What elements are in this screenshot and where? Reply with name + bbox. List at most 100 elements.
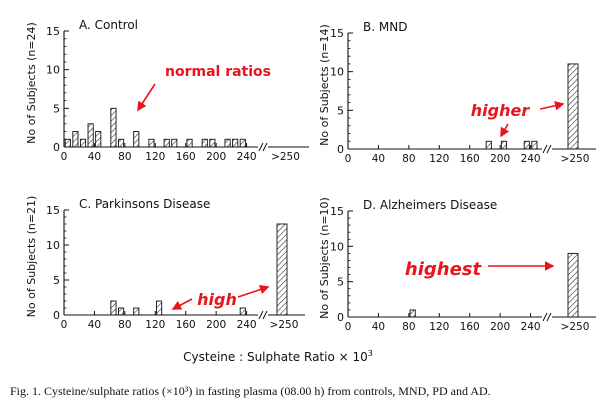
panel-title: B. MND	[363, 20, 407, 34]
overflow-bar	[276, 223, 288, 316]
y-tick-label: 10	[330, 240, 344, 253]
overflow-bar	[567, 252, 579, 318]
histogram-bar	[224, 138, 231, 148]
histogram-bar	[232, 138, 239, 148]
x-tick-label: 0	[61, 319, 68, 331]
y-tick-label: 5	[337, 104, 344, 117]
axis-break-mark	[258, 310, 264, 320]
histogram-bar	[500, 140, 508, 150]
histogram-bar	[79, 138, 87, 148]
x-tick-label: 200	[490, 153, 510, 165]
y-axis-label: No of Subjects (n=10)	[318, 197, 331, 319]
overflow-tick-label: >250	[270, 319, 299, 331]
x-tick-label: 200	[490, 321, 510, 333]
y-tick-label: 5	[53, 102, 60, 115]
annotation-label: high	[197, 290, 237, 309]
histogram-bar	[163, 138, 170, 148]
overflow-tick-label: >250	[561, 153, 590, 165]
y-axis-label: No of Subjects (n=21)	[25, 196, 38, 318]
annotation-label: highest	[405, 259, 483, 280]
axis-break-mark	[546, 144, 552, 154]
annotation-arrow	[539, 101, 565, 111]
y-tick-label: 10	[330, 66, 344, 79]
x-tick-label: 0	[345, 153, 352, 165]
x-tick-label: 80	[118, 151, 131, 163]
histogram-bar	[133, 131, 140, 148]
annotation-arrow	[500, 123, 510, 138]
y-tick-label: 15	[46, 204, 60, 217]
histogram-bar	[171, 138, 178, 148]
axis-break-mark	[542, 144, 548, 154]
histogram-bar	[110, 300, 117, 316]
histogram-bar	[87, 123, 94, 148]
x-tick-label: 240	[237, 151, 257, 163]
panel-0: 0 5 10 15 0 40 80 120 160 200 240 >250 A. Control No …	[25, 18, 309, 163]
x-tick-label: 0	[345, 321, 352, 333]
y-tick-label: 10	[46, 239, 60, 252]
axis-break-mark	[546, 312, 552, 322]
overflow-bar	[567, 63, 579, 150]
histogram-bar	[409, 309, 416, 318]
panel-2: 0 5 10 15 0 40 80 120 160 200 240 >250 C. Parkinsons…	[25, 196, 305, 331]
overflow-tick-label: >250	[271, 151, 300, 163]
x-tick-label: 120	[429, 321, 449, 333]
y-tick-label: 5	[53, 274, 60, 287]
x-tick-label: 240	[237, 319, 257, 331]
x-tick-label: 160	[176, 151, 196, 163]
histogram-bar	[95, 131, 102, 148]
histogram-bar	[201, 138, 208, 148]
y-tick-label: 10	[46, 64, 60, 77]
annotation-arrow	[237, 284, 270, 298]
shared-x-axis-label-exponent: 3	[368, 349, 373, 358]
x-tick-label: 160	[460, 153, 480, 165]
y-tick-label: 5	[337, 276, 344, 289]
x-tick-label: 40	[372, 153, 385, 165]
histogram-bar	[148, 138, 155, 148]
x-tick-label: 80	[118, 319, 131, 331]
x-tick-label: 200	[206, 151, 226, 163]
axis-break-mark	[262, 142, 268, 152]
histogram-bar	[485, 140, 492, 150]
x-tick-label: 120	[145, 319, 165, 331]
y-tick-label: 0	[337, 143, 344, 156]
overflow-tick-label: >250	[561, 321, 590, 333]
axis-break-mark	[258, 142, 264, 152]
panel-title: D. Alzheimers Disease	[363, 198, 497, 212]
histogram-bar	[531, 140, 538, 150]
annotation-arrow	[137, 83, 156, 112]
histogram-bar	[64, 138, 71, 148]
axis-break-mark	[542, 312, 548, 322]
histogram-bar	[110, 107, 117, 148]
panel-3: 0 5 10 15 0 40 80 120 160 200 240 >250 D. Alzheimers…	[318, 197, 596, 333]
x-tick-label: 120	[145, 151, 165, 163]
x-tick-label: 80	[402, 321, 415, 333]
y-axis-label: No of Subjects (n=14)	[318, 24, 331, 146]
annotation-arrow	[171, 298, 193, 310]
y-axis-label: No of Subjects (n=24)	[25, 22, 38, 144]
x-tick-label: 160	[460, 321, 480, 333]
y-tick-label: 0	[53, 141, 60, 154]
x-tick-label: 200	[206, 319, 226, 331]
y-tick-label: 15	[330, 205, 344, 218]
histogram-bar	[156, 300, 163, 316]
histogram-bar	[118, 138, 125, 148]
shared-x-axis-label: Cysteine : Sulphate Ratio × 103	[183, 349, 373, 364]
annotation-label: normal ratios	[165, 64, 271, 80]
x-tick-label: 80	[402, 153, 415, 165]
x-tick-label: 240	[521, 153, 541, 165]
histogram-bar	[133, 307, 140, 316]
y-tick-label: 0	[337, 311, 344, 324]
x-tick-label: 240	[521, 321, 541, 333]
x-tick-label: 160	[176, 319, 196, 331]
histogram-bar	[186, 138, 193, 148]
y-tick-label: 15	[330, 27, 344, 40]
histogram-bar	[239, 138, 246, 148]
panel-title: C. Parkinsons Disease	[79, 197, 210, 211]
figure-caption: Fig. 1. Cysteine/sulphate ratios (×10³) …	[10, 384, 491, 398]
histogram-bar	[118, 307, 125, 316]
y-tick-label: 15	[46, 25, 60, 38]
x-tick-label: 40	[372, 321, 385, 333]
histogram-bar	[523, 140, 530, 150]
x-tick-label: 120	[429, 153, 449, 165]
